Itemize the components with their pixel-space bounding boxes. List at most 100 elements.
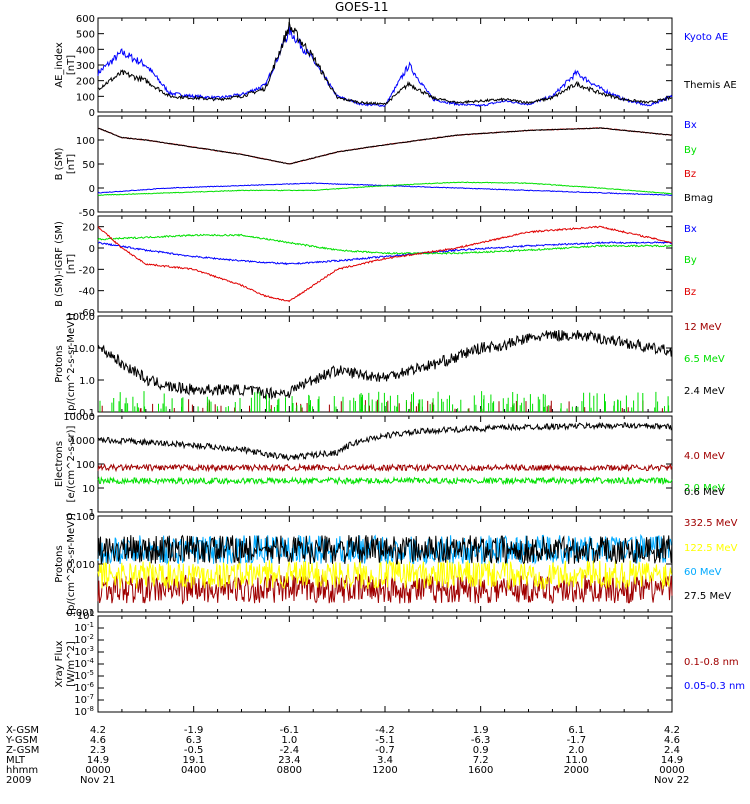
y-tick-label: 100 — [77, 609, 94, 622]
x-axis-value: 6.3 — [186, 735, 202, 746]
y-axis-label: [nT] — [66, 254, 77, 274]
x-axis-value: 11.0 — [565, 755, 587, 766]
y-tick-label: 0.010 — [66, 560, 95, 571]
series-line-by — [97, 181, 673, 197]
y-tick-label: 100 — [76, 92, 95, 103]
y-tick-label: 100 — [76, 460, 95, 471]
x-axis-row-label: hhmm — [6, 765, 38, 776]
series-spikes-6-5-mev — [99, 391, 670, 412]
y-tick-label: 200 — [76, 77, 95, 88]
x-axis-value: 0.9 — [473, 745, 489, 756]
x-axis-value: 2.4 — [664, 745, 680, 756]
panel-frame-protons — [97, 315, 673, 413]
y-tick-label: -50 — [79, 208, 95, 219]
y-tick-label: 0 — [89, 184, 95, 195]
x-axis-row-label: Y-GSM — [5, 735, 38, 746]
series-line-0-6-mev — [97, 421, 672, 462]
x-axis-row-label: X-GSM — [6, 725, 39, 736]
panel-frame-xray — [97, 615, 673, 713]
y-tick-label: 10-5 — [74, 669, 94, 682]
y-tick-label: 10000 — [63, 412, 95, 423]
x-axis-row-label: Z-GSM — [6, 745, 39, 756]
panel-frame-electrons — [97, 415, 673, 513]
y-axis-label: [p/(cm^2-s-sr-MeV)] — [66, 513, 77, 615]
x-axis-value: 14.9 — [661, 755, 683, 766]
series-line-2-0-mev — [97, 475, 673, 486]
y-tick-label: 400 — [76, 45, 95, 56]
x-axis-value: 1600 — [468, 765, 493, 776]
panel-frame-db — [97, 215, 673, 313]
y-tick-label: 1 — [89, 508, 95, 519]
panel-frame-ae — [97, 17, 673, 113]
y-tick-label: 10 — [82, 484, 95, 495]
x-axis-value: -6.1 — [280, 725, 300, 736]
x-axis-value: 2.0 — [568, 745, 584, 756]
y-tick-label: 10-8 — [74, 705, 94, 718]
x-axis-value: 4.2 — [664, 725, 680, 736]
legend-label-2-4-mev: 2.4 MeV — [684, 386, 725, 397]
x-axis-value: -0.5 — [184, 745, 204, 756]
y-tick-label: 1.0 — [79, 376, 95, 387]
legend-label-bz: Bz — [684, 169, 696, 180]
legend-label-27-5-mev: 27.5 MeV — [684, 591, 731, 602]
y-tick-label: 50 — [82, 160, 95, 171]
y-axis-label: B (SM)-IGRF (SM) — [54, 221, 65, 307]
legend-label-bz: Bz — [684, 287, 696, 298]
y-axis-label: Electrons — [54, 441, 65, 487]
x-axis-value: -1.7 — [567, 735, 587, 746]
y-tick-label: 100.0 — [66, 312, 95, 323]
x-axis-value: 0800 — [277, 765, 302, 776]
legend-label-0-6-mev: 0.6 MeV — [684, 487, 725, 498]
x-axis-value: 14.9 — [87, 755, 109, 766]
legend-label-6-5-mev: 6.5 MeV — [684, 354, 725, 365]
series-line-kyoto-ae — [97, 25, 673, 108]
y-tick-label: 600 — [76, 14, 95, 25]
x-axis-value: 4.2 — [90, 725, 106, 736]
legend-label-by: By — [684, 255, 697, 266]
legend-label-themis-ae: Themis AE — [683, 80, 737, 91]
y-axis-label: AE_index — [54, 42, 65, 88]
y-axis-label: [nT] — [66, 55, 77, 75]
x-axis-value: 19.1 — [183, 755, 205, 766]
x-axis-value: -6.3 — [471, 735, 491, 746]
legend-label-332-5-mev: 332.5 MeV — [684, 518, 738, 529]
legend-label-4-0-mev: 4.0 MeV — [684, 451, 725, 462]
y-tick-label: 10-7 — [74, 693, 94, 706]
y-tick-label: 0.1 — [79, 408, 95, 419]
x-axis-value: 6.1 — [568, 725, 584, 736]
x-axis-value: 3.4 — [377, 755, 393, 766]
y-axis-label: [W/m^2] — [66, 641, 77, 687]
x-axis-value: Nov 21 — [80, 775, 115, 786]
y-tick-label: -20 — [79, 265, 95, 276]
y-tick-label: 10-1 — [74, 621, 94, 634]
series-line-themis-ae — [97, 21, 673, 106]
x-axis-value: 1.9 — [473, 725, 489, 736]
x-axis-row-label: 2009 — [6, 775, 31, 786]
x-axis-value: 2000 — [564, 765, 589, 776]
y-axis-label: [e/(cm^2-s-sr)] — [66, 425, 77, 502]
x-axis-value: 1200 — [372, 765, 397, 776]
y-tick-label: 0.100 — [66, 512, 95, 523]
legend-label-122-5-mev: 122.5 MeV — [684, 543, 738, 554]
y-tick-label: 0 — [89, 244, 95, 255]
y-tick-label: 10-4 — [74, 657, 94, 670]
y-tick-label: 1000 — [70, 436, 95, 447]
y-tick-label: 10-3 — [74, 645, 94, 658]
y-tick-label: 0 — [89, 108, 95, 119]
series-line-2-4-mev — [97, 329, 673, 400]
x-axis-value: 7.2 — [473, 755, 489, 766]
x-axis-value: 4.6 — [664, 735, 680, 746]
plot-title: GOES-11 — [335, 0, 389, 14]
x-axis-value: 0000 — [659, 765, 684, 776]
y-tick-label: 10-6 — [74, 681, 94, 694]
y-tick-label: -60 — [79, 308, 95, 319]
legend-label-bx: Bx — [684, 224, 697, 235]
x-axis-value: -1.9 — [184, 725, 204, 736]
legend-label-2-0-mev: 2.0 MeV — [684, 483, 725, 494]
legend-label-12-mev: 12 MeV — [684, 322, 722, 333]
x-axis-value: 0400 — [181, 765, 206, 776]
series-line-122-5-mev — [97, 560, 673, 591]
panel-frame-b — [97, 115, 673, 213]
